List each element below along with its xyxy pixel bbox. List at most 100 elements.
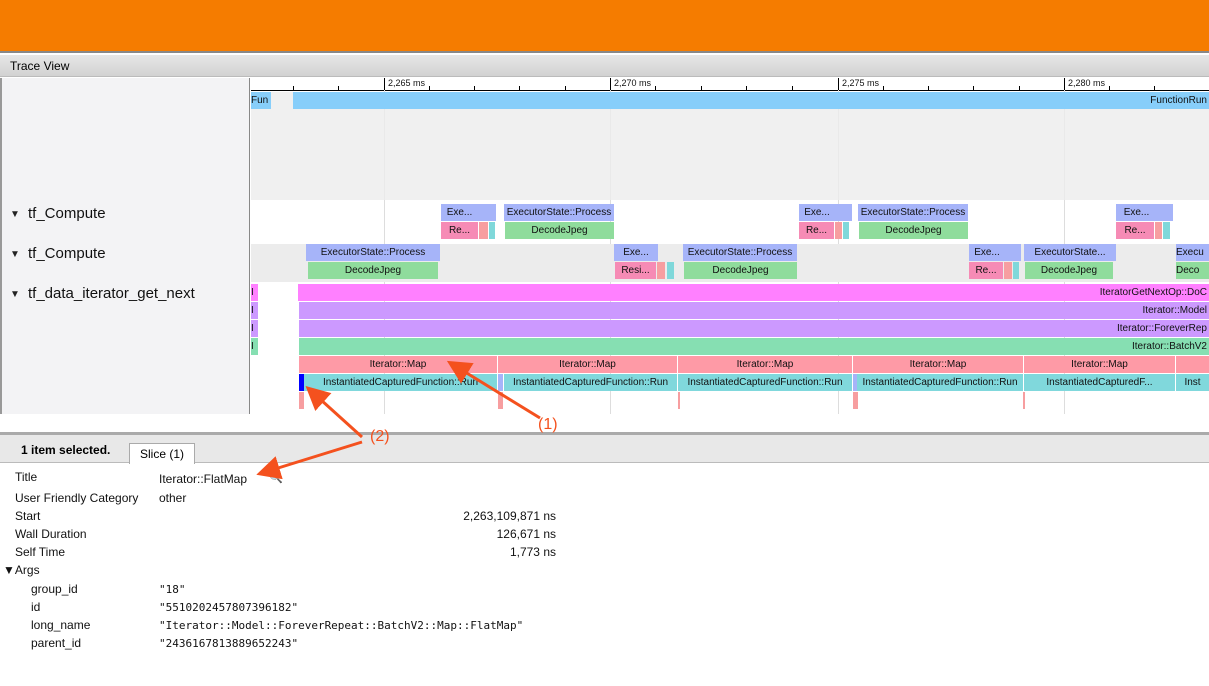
slice[interactable]: Execu (1176, 244, 1209, 261)
slice[interactable] (853, 374, 857, 391)
slice[interactable] (478, 204, 496, 221)
slice[interactable] (835, 222, 842, 239)
slice[interactable]: InstantiatedCapturedFunction::Run (678, 374, 852, 391)
slice[interactable]: Iterator::Map (498, 356, 677, 373)
slice[interactable]: Iterator::Map (1024, 356, 1175, 373)
selected-slice[interactable] (299, 374, 304, 391)
slice[interactable] (853, 392, 858, 409)
slice[interactable]: ExecutorState::Process (306, 244, 440, 261)
slice[interactable]: DecodeJpeg (505, 222, 614, 239)
slice[interactable]: ExecutorState::Process (683, 244, 797, 261)
track-label[interactable]: tf_data_iterator_get_next (28, 285, 195, 302)
field-label: User Friendly Category (15, 491, 139, 505)
details-panel: 1 item selected. Slice (1) Title Iterato… (0, 432, 1209, 686)
slice[interactable]: Re... (1116, 222, 1154, 239)
slice[interactable] (678, 392, 680, 409)
track-label[interactable]: tf_Compute (28, 205, 106, 222)
field-label: Start (15, 509, 41, 523)
slice[interactable]: DecodeJpeg (859, 222, 968, 239)
field-label: Self Time (15, 545, 66, 559)
slice[interactable]: Exe... (799, 204, 835, 221)
tick-label: 2,280 ms (1064, 78, 1105, 90)
slice[interactable] (1155, 222, 1162, 239)
track-label[interactable]: tf_Compute (28, 245, 106, 262)
slice[interactable] (1005, 244, 1021, 261)
slice[interactable]: Iterator::Map (299, 356, 497, 373)
slice[interactable]: Iterator::BatchV2 (299, 338, 1209, 355)
slice[interactable]: Re... (969, 262, 1003, 279)
arg-key: parent_id (31, 636, 82, 650)
slice[interactable]: Exe... (441, 204, 478, 221)
slice[interactable]: ExecutorState::Process (504, 204, 614, 221)
slice[interactable]: Fun (251, 92, 271, 109)
slice[interactable]: Iterator::Model (299, 302, 1209, 319)
collapse-icon[interactable]: ▼ (10, 289, 20, 300)
slice[interactable]: IteratorGetNextOp::DoC (298, 284, 1209, 301)
slice[interactable]: InstantiatedCapturedF... (1024, 374, 1175, 391)
slice[interactable]: I (251, 284, 258, 301)
arg-value: "Iterator::Model::ForeverRepeat::BatchV2… (159, 619, 524, 632)
slice[interactable]: Iterator::Map (853, 356, 1023, 373)
collapse-icon[interactable]: ▼ (10, 249, 20, 260)
slice[interactable] (1023, 392, 1025, 409)
slice[interactable]: ExecutorState... (1024, 244, 1116, 261)
selection-count: 1 item selected. (21, 443, 111, 457)
slice[interactable]: Exe... (969, 244, 1005, 261)
tab-slice[interactable]: Slice (1) (129, 443, 196, 464)
slice[interactable]: Re... (441, 222, 478, 239)
field-value: Iterator::FlatMap (159, 472, 248, 486)
slice[interactable]: Inst (1176, 374, 1209, 391)
slice[interactable]: InstantiatedCapturedFunction::Run (504, 374, 677, 391)
slice[interactable]: Deco (1176, 262, 1209, 279)
slice[interactable]: Exe... (614, 244, 658, 261)
panel-title: Trace View (0, 55, 1209, 77)
slice[interactable]: I (251, 338, 258, 355)
slice[interactable] (489, 222, 495, 239)
slice[interactable] (498, 374, 503, 391)
expand-icon: ▼ (3, 563, 15, 577)
slice[interactable] (1176, 356, 1209, 373)
slice[interactable]: Exe... (1116, 204, 1157, 221)
slice[interactable]: Re... (799, 222, 834, 239)
slice[interactable]: InstantiatedCapturedFunction::Run (304, 374, 497, 391)
arg-key: group_id (31, 582, 78, 596)
slice[interactable]: DecodeJpeg (308, 262, 438, 279)
track-labels: ▼ tf_Compute ▼ tf_Compute ▼ tf_data_iter… (0, 78, 250, 414)
slice[interactable] (1004, 262, 1012, 279)
slice[interactable] (299, 392, 304, 409)
arg-value: "18" (159, 583, 186, 596)
slice[interactable] (1157, 204, 1173, 221)
collapse-icon[interactable]: ▼ (10, 209, 20, 220)
search-icon[interactable]: 🔍 (269, 472, 283, 484)
slice[interactable]: InstantiatedCapturedFunction::Run (857, 374, 1023, 391)
slice[interactable] (657, 262, 665, 279)
arg-key: id (31, 600, 41, 614)
arg-key: long_name (31, 618, 91, 632)
slice[interactable]: FunctionRun (293, 92, 1209, 109)
slice[interactable]: I (251, 320, 258, 337)
slice[interactable]: Resi... (615, 262, 656, 279)
slice[interactable]: DecodeJpeg (684, 262, 797, 279)
slice[interactable] (835, 204, 852, 221)
arg-value: "5510202457807396182" (159, 601, 299, 614)
slice[interactable]: DecodeJpeg (1025, 262, 1113, 279)
slice[interactable] (1163, 222, 1170, 239)
annotation-label: (2) (370, 428, 390, 445)
slice[interactable]: I (251, 302, 258, 319)
slice[interactable] (479, 222, 488, 239)
slice[interactable]: ExecutorState::Process (858, 204, 968, 221)
header-bar (0, 0, 1209, 53)
tick-label: 2,270 ms (610, 78, 651, 90)
timeline[interactable]: 2,265 ms 2,270 ms 2,275 ms 2,280 ms Fun … (251, 78, 1209, 414)
slice[interactable] (667, 262, 674, 279)
slice[interactable]: Iterator::Map (678, 356, 852, 373)
slice[interactable]: Iterator::ForeverRep (299, 320, 1209, 337)
time-ruler (251, 78, 1209, 91)
slice[interactable] (1013, 262, 1019, 279)
args-toggle[interactable]: ▼Args (3, 563, 40, 577)
slice[interactable] (843, 222, 849, 239)
tick-label: 2,275 ms (838, 78, 879, 90)
slice[interactable] (498, 392, 503, 409)
field-label: Wall Duration (15, 527, 87, 541)
field-value: 2,263,109,871 ns (463, 509, 556, 523)
